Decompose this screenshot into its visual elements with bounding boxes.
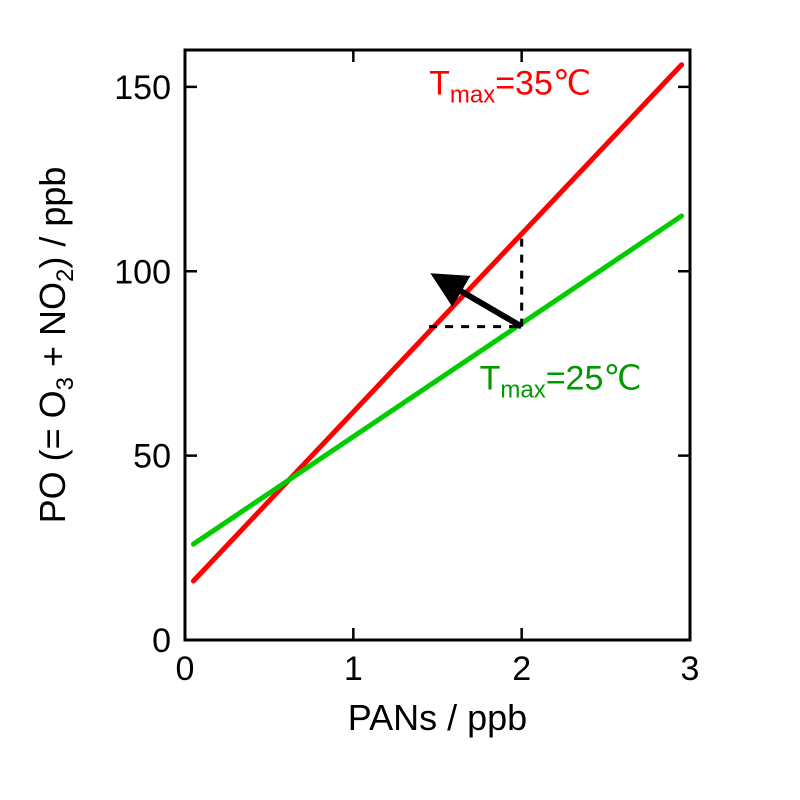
y-tick-label: 150 [114, 69, 171, 107]
x-tick-label: 1 [344, 650, 363, 688]
x-tick-label: 3 [681, 650, 700, 688]
y-tick-label: 0 [152, 622, 171, 660]
series-label-tmax25: Tmax=25℃ [480, 359, 642, 403]
x-tick-label: 2 [512, 650, 531, 688]
series-label-tmax35: Tmax=35℃ [429, 64, 591, 108]
line-chart: 0 1 2 3 0 50 100 150 PANs / ppb PO (= O3 + NO2) /… [0, 0, 800, 800]
y-tick-label: 100 [114, 253, 171, 291]
x-axis-title: PANs / ppb [348, 697, 527, 738]
y-axis-title: PO (= O3 + NO2) / ppb [32, 167, 79, 524]
x-tick-label: 0 [176, 650, 195, 688]
series-tmax35 [193, 65, 681, 581]
y-tick-label: 50 [133, 438, 171, 476]
